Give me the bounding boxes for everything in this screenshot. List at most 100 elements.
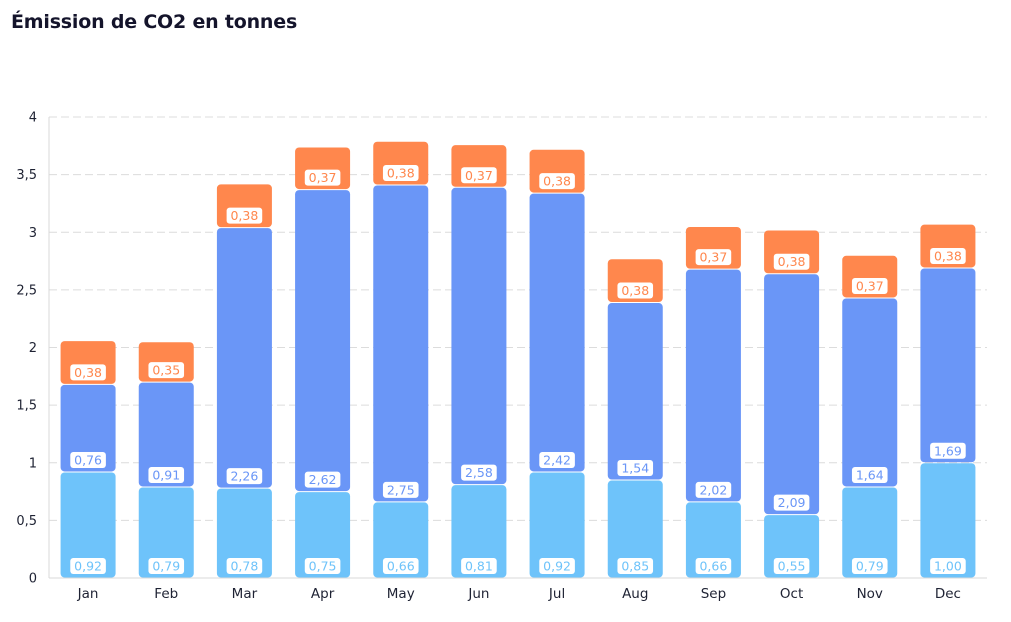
y-tick-label: 0 [29,572,37,587]
x-tick-label: Nov [857,586,883,602]
bar-segment-series-1-nov [842,487,898,578]
data-label-bg [148,466,185,483]
data-label-bg [304,169,341,186]
data-label-bg [617,558,654,574]
data-label: 0,79 [152,559,180,574]
data-label: 0,79 [856,559,884,574]
data-label: 2,62 [309,472,337,487]
y-tick-label: 3 [29,226,37,241]
x-tick-label: Oct [780,586,803,602]
x-tick-label: Dec [935,586,961,602]
data-label-bg [773,558,810,574]
x-tick-label: Aug [622,586,648,602]
data-label: 0,92 [74,559,102,574]
bar-segment-series-1-jul [529,472,585,578]
data-label-bg [539,558,575,574]
bar-segment-series-2-jul [529,193,585,472]
data-label: 0,37 [856,278,884,293]
y-axis: 0 0,5 1 1,5 2 2,5 3 3,5 4 [16,111,50,587]
data-label-bg [382,481,419,498]
x-tick-label: Jun [467,586,489,602]
data-label-bg [773,253,810,270]
y-tick-label: 1,5 [16,399,37,414]
data-label-bg [461,167,497,184]
bar-segment-series-1-jun [451,485,507,578]
x-tick-label: Mar [232,586,258,602]
data-label: 0,55 [778,559,806,574]
data-label-bg [851,277,888,294]
data-label-bg [148,362,185,379]
x-tick-label: Jul [548,586,565,602]
data-label-bg [382,558,419,574]
bar-segment-series-1-dec [920,463,976,578]
x-tick-label: Jan [77,586,99,602]
gridlines [49,116,987,521]
data-label-bg [226,468,263,485]
data-label: 1,69 [934,443,962,458]
data-label: 0,38 [387,165,415,180]
y-tick-label: 1 [29,456,37,471]
x-axis: Jan Feb Mar Apr May Jun Jul Aug Sep Oct Nov Dec [49,577,987,602]
data-label: 0,38 [621,283,649,298]
data-label-bg [70,558,106,574]
data-label: 0,66 [699,559,727,574]
data-label-bg [226,558,263,574]
x-tick-label: May [387,586,415,602]
data-label-bg [148,558,185,574]
data-label-bg [851,466,888,483]
data-label-bg [304,471,341,488]
data-label: 2,26 [230,469,258,484]
data-label-bg [382,164,419,181]
data-label: 2,02 [699,482,727,497]
data-label-bg [539,451,575,468]
bar-segment-series-1-mar [216,488,272,578]
data-label: 2,75 [387,482,415,497]
data-label-bg [70,451,106,468]
data-label-bg [773,494,810,511]
chart-title: Émission de CO2 en tonnes [11,11,298,33]
bar-segment-series-2-mar [216,228,272,488]
data-label: 0,92 [543,559,571,574]
data-label: 0,75 [309,559,337,574]
data-label-bg [930,558,966,574]
x-tick-label: Apr [311,586,335,602]
data-label: 0,76 [74,452,102,467]
data-label: 0,37 [465,168,493,183]
bar-segment-series-2-apr [295,190,351,492]
bar-segment-series-2-dec [920,268,976,463]
bar-segment-series-2-feb [138,382,194,487]
data-label: 2,42 [543,452,571,467]
data-label-bg [226,207,263,224]
data-label-bg [304,558,341,574]
data-label-bg [461,558,497,574]
data-label: 0,38 [230,208,258,223]
data-label: 2,09 [778,495,806,510]
data-label-bg [851,558,888,574]
data-label: 0,81 [465,559,493,574]
x-tick-label: Feb [154,586,178,602]
data-label: 0,35 [152,363,180,378]
data-label-bg [617,282,654,299]
data-label: 0,91 [152,467,180,482]
bar-segment-series-1-feb [138,487,194,578]
x-tick-label: Sep [701,586,726,602]
y-tick-label: 2 [29,341,37,356]
data-label: 0,38 [778,254,806,269]
data-label: 1,00 [934,559,962,574]
bar-segment-series-2-oct [764,274,820,515]
data-label: 0,38 [934,248,962,263]
data-label-bg [695,481,732,498]
bar-segment-series-2-aug [607,303,663,480]
data-label-bg [930,247,966,264]
y-tick-label: 2,5 [16,283,37,298]
y-tick-label: 0,5 [16,514,37,529]
data-label: 0,38 [543,174,571,189]
data-label-bg [695,558,732,574]
bar-segment-series-1-apr [295,492,351,578]
bars: 0,92 0,76 0,38 0,79 0,91 0,35 0,78 2,26 0,38 0,75… [60,141,976,578]
data-label: 0,66 [387,559,415,574]
data-label-bg [70,364,106,381]
data-label: 0,78 [230,559,258,574]
bar-segment-series-1-jan [60,472,116,578]
